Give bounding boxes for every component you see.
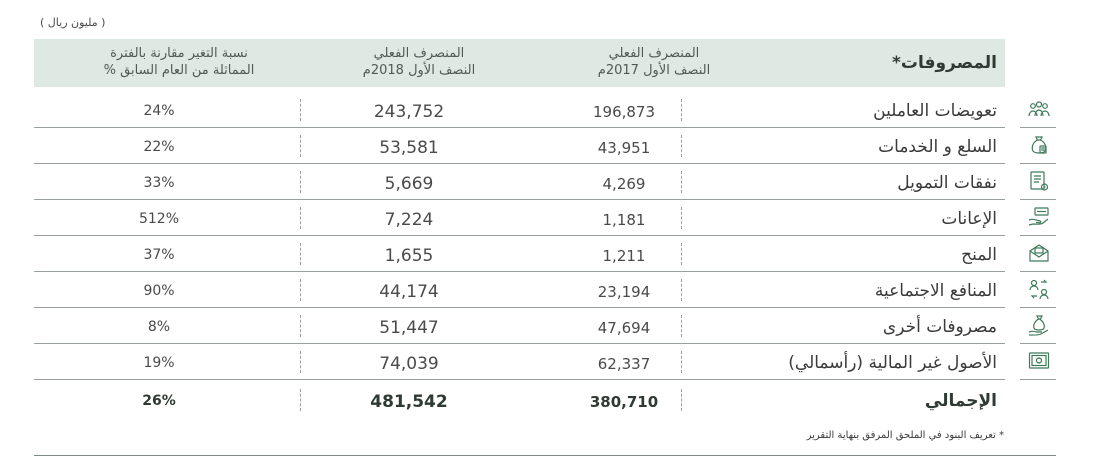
row-label: الإعانات xyxy=(941,209,997,229)
row-value-pct: 8% xyxy=(147,319,171,335)
employees-icon xyxy=(1027,97,1051,121)
row-value-pct: 19% xyxy=(143,355,175,371)
safe-icon xyxy=(1027,349,1051,373)
table-row: المنح 1,211 1,655 37% xyxy=(34,236,1005,272)
grants-envelope-icon xyxy=(1027,241,1051,265)
header-col-pct-line1: نسبة التغير مقارنة بالفترة xyxy=(110,46,248,61)
row-value-pct: 22% xyxy=(143,139,175,155)
row-value-2017: 43,951 xyxy=(597,139,651,157)
table-row: تعويضات العاملين 196,873 243,752 24% xyxy=(34,92,1005,128)
header-col-2018-line1: المنصرف الفعلي xyxy=(373,46,465,61)
row-value-2017: 1,181 xyxy=(602,211,646,229)
row-value-2017: 62,337 xyxy=(597,355,651,373)
unit-note: ( مليون ريال ) xyxy=(40,16,106,29)
row-value-2017: 47,694 xyxy=(597,319,651,337)
table-row: الإعانات 1,181 7,224 512% xyxy=(34,200,1005,236)
header-col-2017: المنصرف الفعلي النصف الأول 2017م xyxy=(544,45,764,79)
header-col-pct-line2: المماثلة من العام السابق % xyxy=(103,63,255,78)
header-col-2018: المنصرف الفعلي النصف الأول 2018م xyxy=(309,45,529,79)
goods-services-icon xyxy=(1027,133,1051,157)
row-value-2018: 53,581 xyxy=(379,138,439,158)
row-label: الأصول غير المالية (رأسمالي) xyxy=(788,353,997,373)
header-col-pct: نسبة التغير مقارنة بالفترة المماثلة من ا… xyxy=(54,45,304,79)
subsidies-hand-icon xyxy=(1027,205,1051,229)
table-row: السلع و الخدمات 43,951 53,581 22% xyxy=(34,128,1005,164)
table-row: نفقات التمويل 4,269 5,669 33% xyxy=(34,164,1005,200)
row-value-2018: 5,669 xyxy=(384,174,434,194)
money-bag-icon xyxy=(1027,313,1051,337)
row-label: السلع و الخدمات xyxy=(878,137,997,157)
header-col-2017-line2: النصف الأول 2017م xyxy=(597,63,711,78)
row-value-2018: 51,447 xyxy=(379,318,439,338)
total-value-2017: 380,710 xyxy=(589,393,659,411)
row-value-2018: 1,655 xyxy=(384,246,434,266)
row-value-pct: 33% xyxy=(143,175,175,191)
row-value-pct: 37% xyxy=(143,247,175,263)
row-label: مصروفات أخرى xyxy=(882,317,997,337)
bottom-divider xyxy=(34,455,1056,456)
table-row: مصروفات أخرى 47,694 51,447 8% xyxy=(34,308,1005,344)
total-label: الإجمالي xyxy=(924,391,997,411)
table-row: الأصول غير المالية (رأسمالي) 62,337 74,0… xyxy=(34,344,1005,380)
row-value-2017: 23,194 xyxy=(597,283,651,301)
row-value-pct: 24% xyxy=(143,103,175,119)
row-value-2018: 74,039 xyxy=(379,354,439,374)
row-value-2017: 196,873 xyxy=(592,103,656,121)
row-label: نفقات التمويل xyxy=(897,173,997,193)
row-label: المنافع الاجتماعية xyxy=(874,281,997,301)
total-value-pct: 26% xyxy=(142,393,176,409)
header-title: المصروفات* xyxy=(892,53,997,73)
row-label: المنح xyxy=(961,245,997,265)
row-label: تعويضات العاملين xyxy=(873,101,997,121)
total-value-2018: 481,542 xyxy=(370,392,448,412)
row-value-2017: 1,211 xyxy=(602,247,646,265)
table-header: المصروفات* المنصرف الفعلي النصف الأول 20… xyxy=(34,39,1005,87)
total-row: الإجمالي 380,710 481,542 26% xyxy=(34,382,1005,418)
row-value-2018: 7,224 xyxy=(384,210,434,230)
row-value-2018: 243,752 xyxy=(373,102,445,122)
header-col-2018-line2: النصف الأول 2018م xyxy=(362,63,476,78)
header-col-2017-line1: المنصرف الفعلي xyxy=(608,46,700,61)
financing-document-icon xyxy=(1027,169,1051,193)
social-benefits-icon xyxy=(1027,277,1051,301)
row-value-pct: 90% xyxy=(143,283,175,299)
footnote: * تعريف البنود في الملحق المرفق بنهاية ا… xyxy=(806,430,1004,441)
table-row: المنافع الاجتماعية 23,194 44,174 90% xyxy=(34,272,1005,308)
row-value-2018: 44,174 xyxy=(379,282,439,302)
row-value-pct: 512% xyxy=(138,211,180,227)
row-value-2017: 4,269 xyxy=(602,175,646,193)
